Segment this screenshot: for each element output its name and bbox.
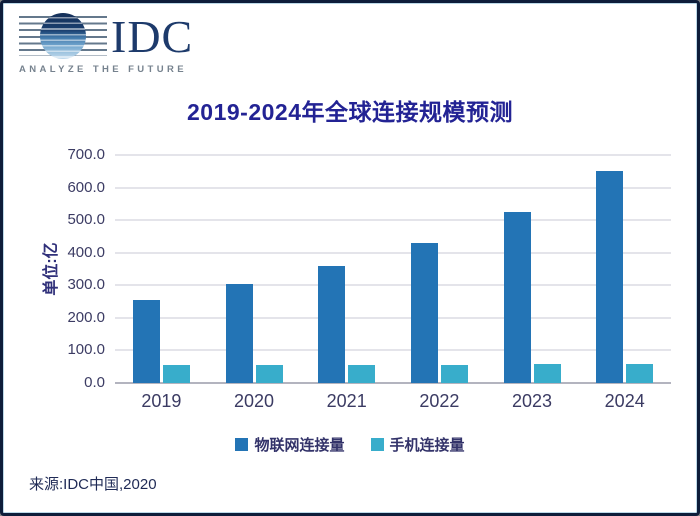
- gridline: [115, 154, 671, 156]
- y-tick-label: 0.0: [84, 374, 105, 391]
- legend-item-物联网连接量: 物联网连接量: [235, 434, 345, 455]
- x-tick-label-2019: 2019: [141, 391, 182, 411]
- idc-logo: IDC ANALYZE THE FUTURE: [19, 13, 209, 75]
- gridline: [115, 349, 671, 351]
- bar-手机连接量-2019: [162, 365, 190, 383]
- gridline: [115, 317, 671, 319]
- bar-手机连接量-2020: [255, 365, 283, 383]
- chart-legend: 物联网连接量 手机连接量: [3, 434, 697, 455]
- bar-物联网连接量-2021: [318, 265, 346, 383]
- chart-title: 2019-2024年全球连接规模预测: [187, 99, 513, 125]
- plot-area: 0.0 100.0 200.0 300.0 400.0 500.0 600.0 700.0: [67, 147, 671, 391]
- gridline: [115, 219, 671, 221]
- idc-logo-top: IDC: [19, 11, 209, 62]
- x-tick-label-2020: 2020: [233, 391, 275, 411]
- y-tick-label: 700.0: [67, 146, 105, 163]
- bar-物联网连接量-2019: [132, 299, 160, 383]
- x-tick-label-2022: 2022: [419, 391, 460, 411]
- bar-手机连接量-2024: [626, 364, 654, 383]
- y-tick-label: 300.0: [67, 276, 105, 294]
- gridline: [115, 252, 671, 254]
- legend-label: 手机连接量: [389, 437, 465, 454]
- legend-swatch: [235, 438, 249, 451]
- source-note: 来源:IDC中国,2020: [29, 476, 157, 493]
- bar-group-2023: [486, 155, 579, 383]
- bar-group-2020: [208, 155, 301, 383]
- bar-group-2019: [115, 155, 208, 383]
- x-tick-label-2021: 2021: [326, 391, 367, 411]
- y-tick-label: 200.0: [67, 308, 105, 326]
- y-tick-label: 400.0: [67, 243, 105, 261]
- bar-group-2022: [393, 155, 486, 383]
- idc-globe-icon: [19, 13, 107, 59]
- idc-logo-name: IDC: [111, 11, 194, 62]
- x-tick-label-2023: 2023: [512, 391, 553, 411]
- gridline: [115, 284, 671, 286]
- bars-row: [115, 155, 671, 383]
- bar-物联网连接量-2020: [225, 283, 253, 383]
- y-tick-label: 600.0: [67, 178, 105, 196]
- y-tick-label: 500.0: [67, 211, 105, 229]
- bar-group-2021: [300, 155, 393, 383]
- bar-group-2024: [578, 155, 671, 383]
- legend-label: 物联网连接量: [254, 437, 345, 454]
- gridline: [115, 382, 671, 384]
- legend-item-手机连接量: 手机连接量: [370, 434, 465, 455]
- x-tick-label-2024: 2024: [604, 391, 645, 411]
- legend-swatch: [370, 438, 384, 451]
- idc-logo-tagline: ANALYZE THE FUTURE: [19, 64, 187, 75]
- bar-物联网连接量-2023: [503, 212, 531, 383]
- bar-物联网连接量-2024: [596, 171, 624, 383]
- bar-手机连接量-2022: [440, 364, 468, 383]
- bar-手机连接量-2021: [348, 365, 376, 383]
- bar-手机连接量-2023: [533, 364, 561, 383]
- bar-物联网连接量-2022: [410, 242, 438, 383]
- y-tick-label: 100.0: [67, 341, 105, 359]
- gridline: [115, 187, 671, 189]
- x-axis-labels: 2019 2020 2021 2022 2023 2024: [115, 391, 671, 412]
- idc-globe-sphere: [40, 13, 86, 59]
